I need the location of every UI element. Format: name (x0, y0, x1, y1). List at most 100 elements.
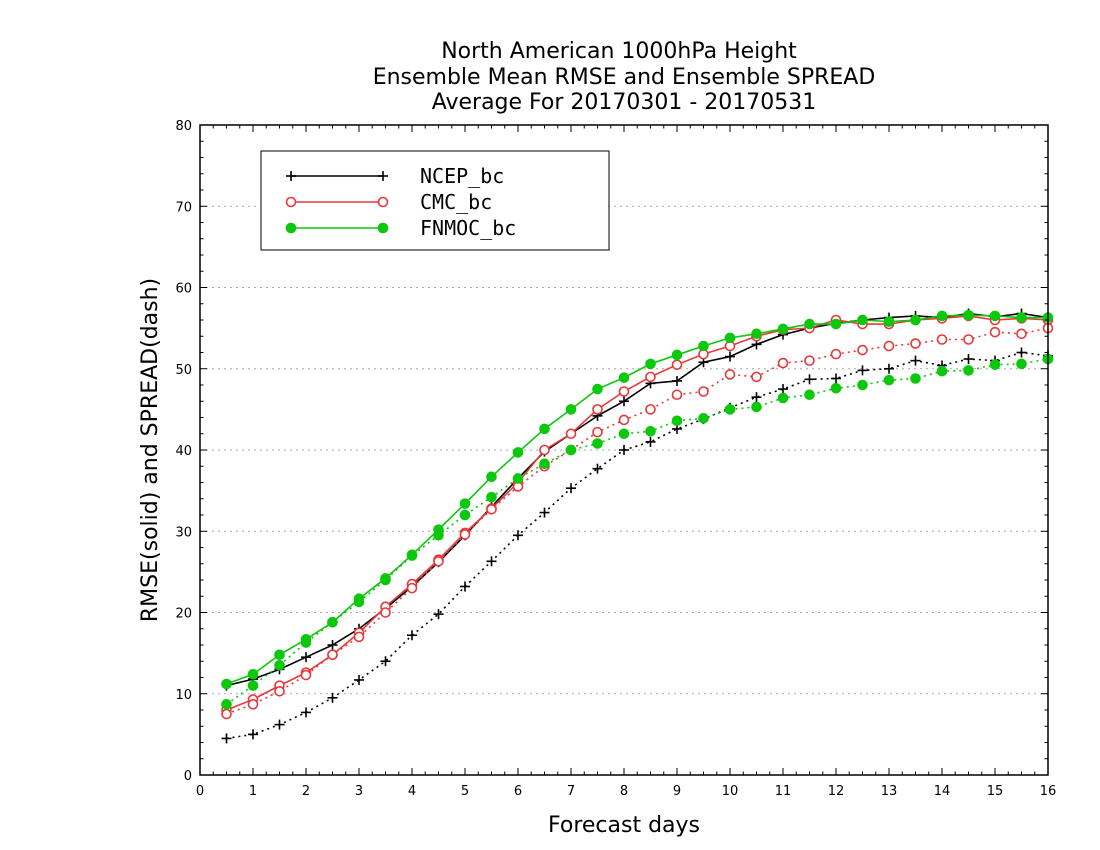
data-point (619, 445, 629, 455)
x-tick-label: 0 (196, 784, 204, 799)
marker-filled-circle (247, 680, 259, 691)
marker-filled-circle (592, 383, 603, 395)
data-point (671, 359, 683, 370)
data-point (1016, 328, 1027, 340)
data-point (433, 556, 444, 567)
marker-open-circle (433, 556, 444, 567)
x-tick-label: 3 (355, 784, 363, 799)
marker-filled-circle (285, 222, 297, 234)
marker-open-circle (777, 357, 789, 369)
marker-filled-circle (486, 471, 497, 483)
data-point (513, 530, 523, 541)
data-point (433, 530, 444, 541)
marker-filled-circle (989, 310, 1001, 322)
data-point (830, 382, 842, 394)
series-fnmoc-bc-rmse (221, 309, 1054, 690)
marker-filled-circle (565, 444, 577, 456)
legend-item-ncep-bc: NCEP_bc (286, 164, 504, 188)
data-point (645, 371, 656, 383)
x-tick-label: 8 (620, 784, 628, 799)
x-tick-label: 5 (461, 784, 469, 799)
data-point (804, 318, 815, 330)
y-tick-label: 0 (184, 769, 192, 784)
marker-open-circle (300, 669, 312, 681)
data-point (221, 699, 232, 710)
data-point (619, 396, 629, 407)
data-point (486, 471, 497, 483)
data-point (486, 504, 497, 515)
y-tick-label: 20 (175, 607, 192, 622)
y-tick-label: 30 (175, 525, 192, 540)
marker-open-circle (327, 649, 338, 661)
data-point (300, 669, 312, 681)
marker-filled-circle (777, 323, 789, 335)
title-line-1: North American 1000hPa Height (441, 39, 797, 64)
data-point (804, 355, 815, 366)
data-point (274, 660, 285, 671)
data-point (221, 733, 232, 744)
x-tick-label: 13 (881, 784, 898, 799)
marker-open-circle (671, 359, 683, 370)
marker-filled-circle (724, 404, 736, 415)
legend-label: NCEP_bc (420, 164, 504, 188)
title-line-2: Ensemble Mean RMSE and Ensemble SPREAD (373, 65, 876, 90)
data-point (936, 310, 948, 322)
series-fnmoc-bc-spread (221, 353, 1054, 710)
data-point (247, 680, 259, 691)
data-point (830, 348, 842, 360)
data-point (1016, 312, 1027, 323)
series-layer (221, 308, 1054, 744)
marker-open-circle (618, 414, 630, 426)
marker-open-circle (406, 582, 418, 594)
data-point (566, 483, 576, 494)
x-tick-label: 7 (567, 784, 575, 799)
data-point (671, 349, 683, 361)
data-point (221, 708, 232, 720)
marker-filled-circle (377, 222, 389, 234)
data-point (301, 707, 311, 718)
marker-open-circle (377, 196, 389, 208)
data-point (724, 404, 736, 415)
data-point (645, 358, 656, 370)
series-cmc-bc-spread (221, 322, 1054, 720)
marker-open-circle (274, 686, 285, 697)
marker-filled-circle (698, 413, 709, 424)
marker-filled-circle (724, 332, 736, 344)
data-point (989, 359, 1001, 370)
data-point (698, 340, 709, 352)
marker-filled-circle (989, 359, 1001, 370)
data-point (910, 355, 921, 366)
y-tick-label: 40 (175, 444, 192, 459)
data-point (354, 674, 364, 685)
data-point (459, 509, 471, 521)
data-point (380, 656, 391, 667)
legend-box (260, 150, 610, 251)
data-point (380, 574, 391, 586)
marker-filled-circle (936, 365, 948, 377)
marker-filled-circle (539, 458, 550, 470)
data-point (592, 404, 603, 415)
data-point (353, 596, 365, 608)
data-point (565, 404, 577, 415)
data-point (301, 652, 311, 663)
marker-filled-circle (539, 423, 550, 435)
marker-filled-circle (1016, 358, 1027, 370)
data-point (645, 404, 656, 415)
marker-filled-circle (857, 314, 868, 326)
data-point (459, 529, 471, 540)
y-tick-label: 10 (175, 688, 192, 703)
data-point (857, 365, 868, 376)
data-point (777, 392, 789, 404)
data-point (725, 351, 735, 362)
data-point (724, 332, 736, 344)
series-line (226, 358, 1049, 705)
marker-filled-circle (592, 438, 603, 449)
data-point (830, 318, 842, 330)
marker-filled-circle (618, 372, 630, 383)
marker-filled-circle (804, 389, 815, 401)
x-tick-label: 4 (408, 784, 416, 799)
data-point (565, 428, 577, 440)
marker-filled-circle (512, 473, 524, 484)
data-point (592, 383, 603, 395)
